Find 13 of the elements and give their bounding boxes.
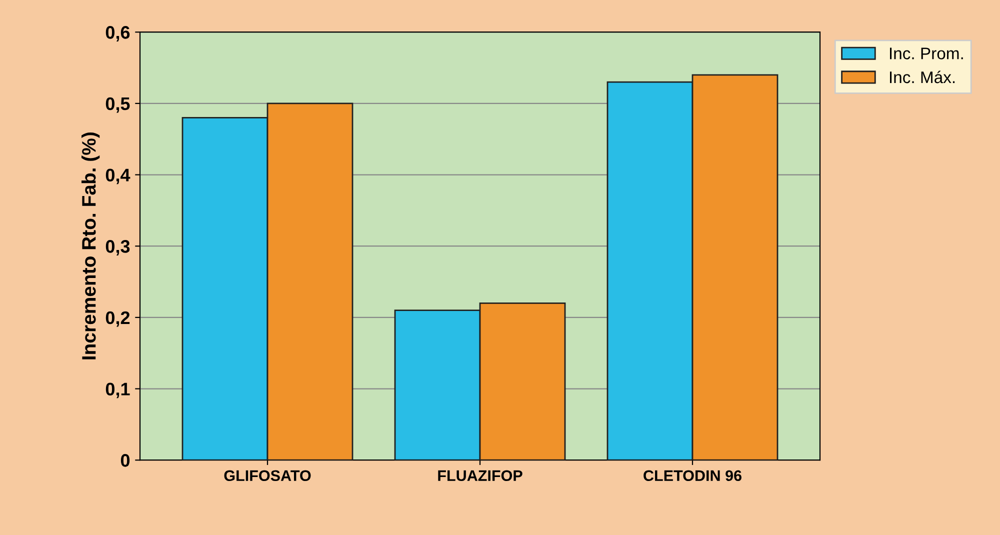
- legend-label: Inc. Máx.: [890, 70, 955, 84]
- x-tick-label: FLUAZIFOP: [438, 470, 522, 482]
- y-tick-label: 0: [120, 454, 130, 467]
- y-tick-label: 0,2: [106, 311, 130, 327]
- x-tick-label: CLETODIN 96: [644, 470, 742, 482]
- y-tick-label: 0,3: [106, 240, 130, 256]
- y-axis-title: Incremento Rto. Fab. (%): [82, 132, 100, 360]
- x-tick-label: GLIFOSATO: [224, 470, 311, 482]
- y-tick-label: 0,1: [106, 382, 130, 398]
- y-tick-label: 0,6: [106, 26, 130, 42]
- legend-label: Inc. Prom.: [890, 48, 963, 60]
- y-tick-label: 0,4: [106, 168, 130, 184]
- y-tick-label: 0,5: [106, 97, 130, 113]
